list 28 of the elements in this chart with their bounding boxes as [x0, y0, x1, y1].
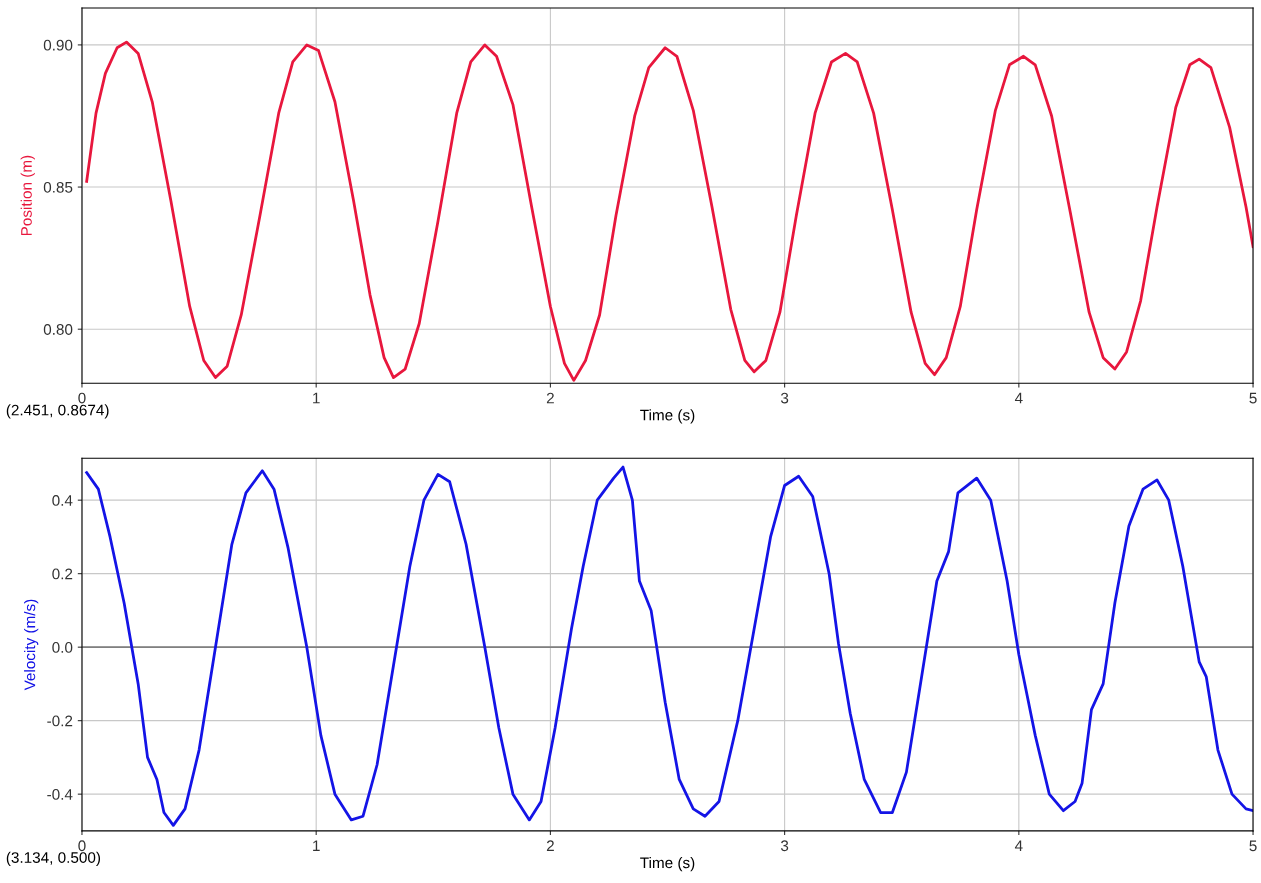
- line-series: [85, 40, 1254, 382]
- x-tick-label: 2: [546, 840, 554, 851]
- x-axis-title: Time (s): [640, 409, 695, 424]
- y-axis-title: Position (m): [20, 155, 35, 236]
- text: (2.451, 0.8674): [6, 404, 109, 419]
- x-tick-label: 5: [1249, 840, 1257, 852]
- text: (3.134, 0.500): [6, 851, 101, 866]
- x-tick-label: 4: [1014, 392, 1023, 404]
- y-tick-label: 0.4: [52, 495, 73, 506]
- y-tick-label: -0.4: [47, 789, 73, 800]
- x-tick-label: 5: [1249, 392, 1257, 404]
- y-tick-label: 0.80: [43, 324, 73, 335]
- x-tick-label: 4: [1014, 840, 1023, 851]
- y-tick-label: 0.90: [43, 39, 73, 51]
- x-tick-label: 2: [546, 392, 554, 404]
- y-tick-label: 0.85: [43, 181, 73, 193]
- line-series: [85, 465, 1254, 827]
- y-tick-label: 0.0: [52, 642, 73, 653]
- x-tick-label: 1: [313, 392, 320, 404]
- y-tick-label: -0.2: [47, 715, 73, 727]
- x-tick-label: 3: [780, 392, 789, 404]
- x-tick-label: 0: [78, 840, 86, 852]
- y-tick-label: 0.2: [52, 568, 73, 580]
- x-axis-title: Time (s): [640, 856, 695, 872]
- x-tick-label: 0: [78, 392, 86, 404]
- x-tick-label: 3: [780, 840, 789, 852]
- y-axis-title: Velocity (m/s): [24, 599, 39, 691]
- x-tick-label: 1: [313, 840, 320, 851]
